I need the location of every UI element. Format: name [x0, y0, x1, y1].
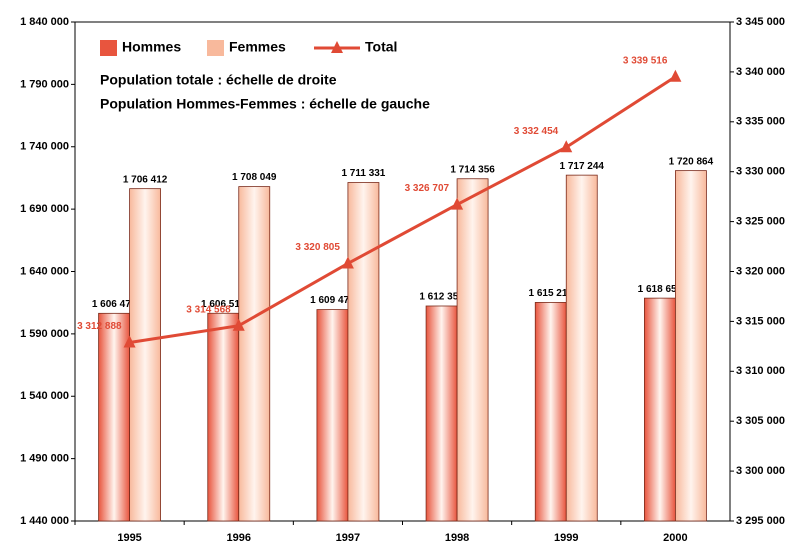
y-tick-label: 1 590 000 — [20, 328, 69, 340]
value-label: 3 312 888 — [77, 321, 122, 332]
value-label: 1 609 474 — [310, 295, 355, 306]
y-tick-label: 1 490 000 — [20, 453, 69, 465]
y2-tick-label: 3 300 000 — [736, 465, 785, 477]
x-tick-label: 1995 — [117, 532, 141, 544]
value-label: 1 720 864 — [669, 156, 714, 167]
value-label: 1 717 244 — [560, 161, 605, 172]
bar — [565, 174, 598, 522]
legend-label: Femmes — [229, 39, 286, 55]
value-label: 1 714 356 — [450, 164, 495, 175]
plot-area — [74, 21, 731, 522]
legend-swatch — [207, 40, 224, 56]
value-label: 1 706 412 — [123, 174, 168, 185]
y2-tick-label: 3 335 000 — [736, 116, 785, 128]
y2-tick-label: 3 295 000 — [736, 515, 785, 527]
value-label: 3 320 805 — [295, 242, 340, 253]
y2-tick-label: 3 330 000 — [736, 166, 785, 178]
y2-tick-label: 3 305 000 — [736, 415, 785, 427]
marker — [669, 69, 682, 82]
line — [129, 75, 677, 344]
value-label: 1 618 652 — [638, 284, 683, 295]
bar — [129, 188, 161, 522]
x-tick-label: 1996 — [227, 532, 251, 544]
bar — [207, 312, 240, 522]
legend-label: Hommes — [122, 39, 181, 55]
y2-tick-label: 3 325 000 — [736, 216, 785, 228]
value-label: 3 332 454 — [514, 126, 559, 137]
value-label: 1 612 351 — [419, 292, 464, 303]
y-tick-label: 1 790 000 — [20, 78, 69, 90]
bar — [316, 309, 349, 522]
y-tick-label: 1 740 000 — [20, 141, 69, 153]
y-tick-label: 1 540 000 — [20, 390, 69, 402]
legend-label: Total — [365, 39, 397, 55]
y-tick-label: 1 690 000 — [20, 203, 69, 215]
bar — [347, 182, 380, 522]
marker — [232, 318, 245, 331]
bar — [238, 186, 271, 522]
x-tick-label: 1997 — [336, 532, 360, 544]
y2-tick-label: 3 340 000 — [736, 66, 785, 78]
value-label: 1 606 519 — [201, 299, 246, 310]
x-tick-label: 1998 — [445, 532, 469, 544]
y2-tick-label: 3 315 000 — [736, 315, 785, 327]
bar — [456, 178, 489, 522]
bar — [675, 170, 707, 522]
marker — [123, 335, 136, 348]
y2-tick-label: 3 310 000 — [736, 365, 785, 377]
legend-swatch — [100, 40, 117, 56]
y-tick-label: 1 440 000 — [20, 515, 69, 527]
value-label: 3 314 568 — [186, 304, 231, 315]
y-tick-label: 1 640 000 — [20, 265, 69, 277]
y-tick-label: 1 840 000 — [20, 16, 69, 28]
y2-tick-label: 3 345 000 — [736, 16, 785, 28]
x-tick-label: 1999 — [554, 532, 578, 544]
legend-marker — [331, 41, 343, 53]
marker — [451, 197, 464, 210]
marker — [560, 140, 573, 153]
value-label: 1 708 049 — [232, 172, 277, 183]
value-label: 1 606 476 — [92, 299, 137, 310]
value-label: 1 615 210 — [529, 288, 574, 299]
value-label: 1 711 331 — [341, 168, 385, 179]
value-label: 3 339 516 — [623, 55, 668, 66]
annotation: Population totale : échelle de droite — [100, 72, 337, 88]
bar — [534, 302, 567, 522]
bar — [644, 297, 676, 522]
bar — [425, 305, 458, 522]
value-label: 3 326 707 — [405, 183, 450, 194]
y2-tick-label: 3 320 000 — [736, 265, 785, 277]
bar — [98, 312, 130, 522]
marker — [341, 256, 354, 269]
x-tick-label: 2000 — [663, 532, 687, 544]
annotation: Population Hommes-Femmes : échelle de ga… — [100, 96, 430, 112]
